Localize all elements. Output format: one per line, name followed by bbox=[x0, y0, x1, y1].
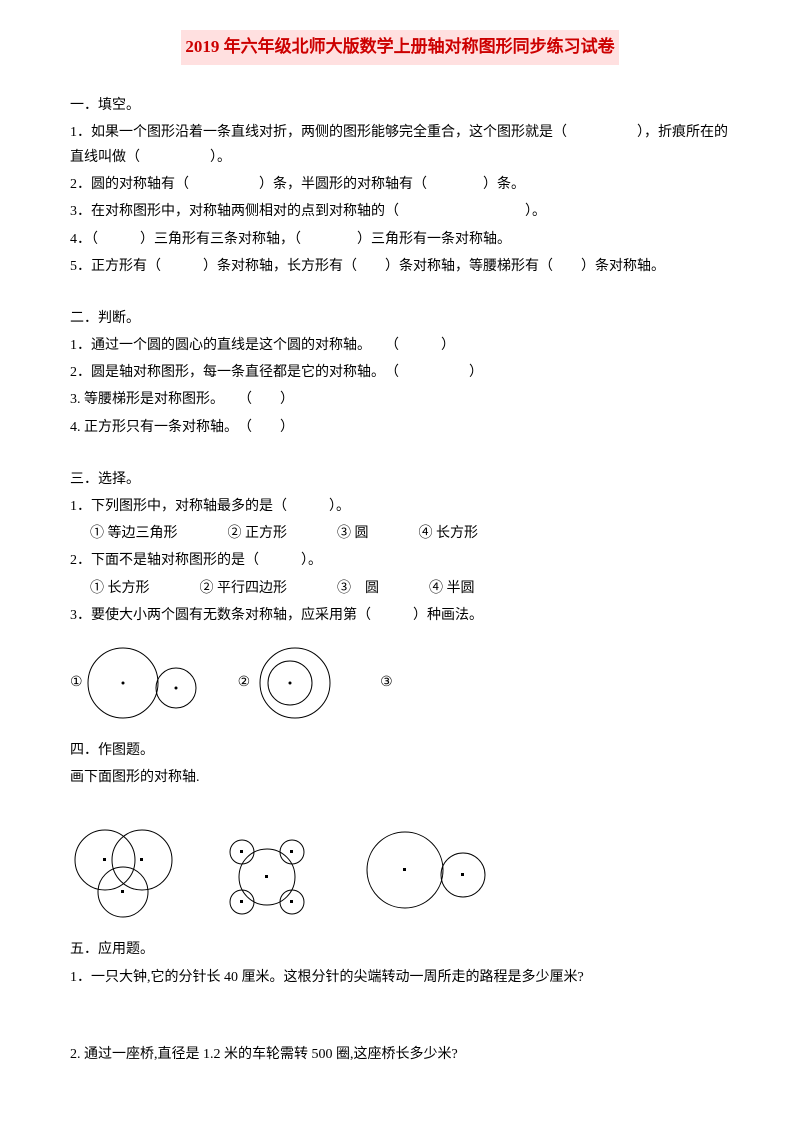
s3-q3-label3: ③ bbox=[380, 670, 393, 695]
s2-q4: 4. 正方形只有一条对称轴。 （ ） bbox=[70, 415, 730, 440]
three-circles-diagram bbox=[70, 822, 175, 922]
s2-q2: 2．圆是轴对称图形，每一条直径都是它的对称轴。 （ ） bbox=[70, 360, 730, 385]
s3-q1-opt1: ① 等边三角形 bbox=[90, 521, 178, 546]
section-heading-4: 四．作图题。 bbox=[70, 738, 730, 763]
s3-q2-opt2: ② 平行四边形 bbox=[200, 576, 288, 601]
s3-q3: 3．要使大小两个圆有无数条对称轴，应采用第（ ）种画法。 bbox=[70, 603, 730, 628]
s3-q3-label2: ② bbox=[238, 670, 251, 695]
section-heading-5: 五．应用题。 bbox=[70, 937, 730, 962]
s5-q1: 1．一只大钟,它的分针长 40 厘米。这根分针的尖端转动一周所走的路程是多少厘米… bbox=[70, 965, 730, 990]
s1-q5: 5．正方形有（ ）条对称轴，长方形有（ ）条对称轴，等腰梯形有（ ）条对称轴。 bbox=[70, 254, 730, 279]
s3-q1-options: ① 等边三角形 ② 正方形 ③ 圆 ④ 长方形 bbox=[70, 521, 730, 546]
s3-q2-options: ① 长方形 ② 平行四边形 ③ 圆 ④ 半圆 bbox=[70, 576, 730, 601]
s3-q3-figures: ① ② ③ bbox=[70, 643, 730, 723]
s3-q2-opt4: ④ 半圆 bbox=[429, 576, 475, 601]
s3-q1-opt3: ③ 圆 bbox=[337, 521, 369, 546]
s3-q1-opt4: ④ 长方形 bbox=[419, 521, 479, 546]
section-heading-2: 二．判断。 bbox=[70, 306, 730, 331]
s3-q2-opt3: ③ 圆 bbox=[337, 576, 379, 601]
s3-q2: 2．下面不是轴对称图形的是（ ）。 bbox=[70, 548, 730, 573]
s3-q3-label1: ① bbox=[70, 670, 83, 695]
s3-q2-opt1: ① 长方形 bbox=[90, 576, 150, 601]
two-circles-diagram bbox=[360, 825, 490, 920]
s3-q1: 1．下列图形中，对称轴最多的是（ ）。 bbox=[70, 494, 730, 519]
s2-q3: 3. 等腰梯形是对称图形。 （ ） bbox=[70, 387, 730, 412]
section-heading-1: 一．填空。 bbox=[70, 93, 730, 118]
s4-figures bbox=[70, 822, 730, 922]
circle-diagram-1 bbox=[83, 643, 198, 723]
s5-q2: 2. 通过一座桥,直径是 1.2 米的车轮需转 500 圈,这座桥长多少米? bbox=[70, 1042, 730, 1067]
s1-q1: 1．如果一个图形沿着一条直线对折，两侧的图形能够完全重合，这个图形就是（ ），折… bbox=[70, 120, 730, 170]
five-circles-diagram bbox=[215, 822, 320, 922]
s4-q1: 画下面图形的对称轴. bbox=[70, 765, 730, 790]
s1-q3: 3．在对称图形中，对称轴两侧相对的点到对称轴的（ ）。 bbox=[70, 199, 730, 224]
page-title: 2019 年六年级北师大版数学上册轴对称图形同步练习试卷 bbox=[181, 30, 618, 65]
section-heading-3: 三．选择。 bbox=[70, 467, 730, 492]
s1-q2: 2．圆的对称轴有（ ）条，半圆形的对称轴有（ ）条。 bbox=[70, 172, 730, 197]
s2-q1: 1．通过一个圆的圆心的直线是这个圆的对称轴。 （ ） bbox=[70, 333, 730, 358]
s3-q1-opt2: ② 正方形 bbox=[228, 521, 288, 546]
circle-diagram-2 bbox=[250, 643, 340, 723]
s1-q4: 4．（ ）三角形有三条对称轴，（ ）三角形有一条对称轴。 bbox=[70, 227, 730, 252]
